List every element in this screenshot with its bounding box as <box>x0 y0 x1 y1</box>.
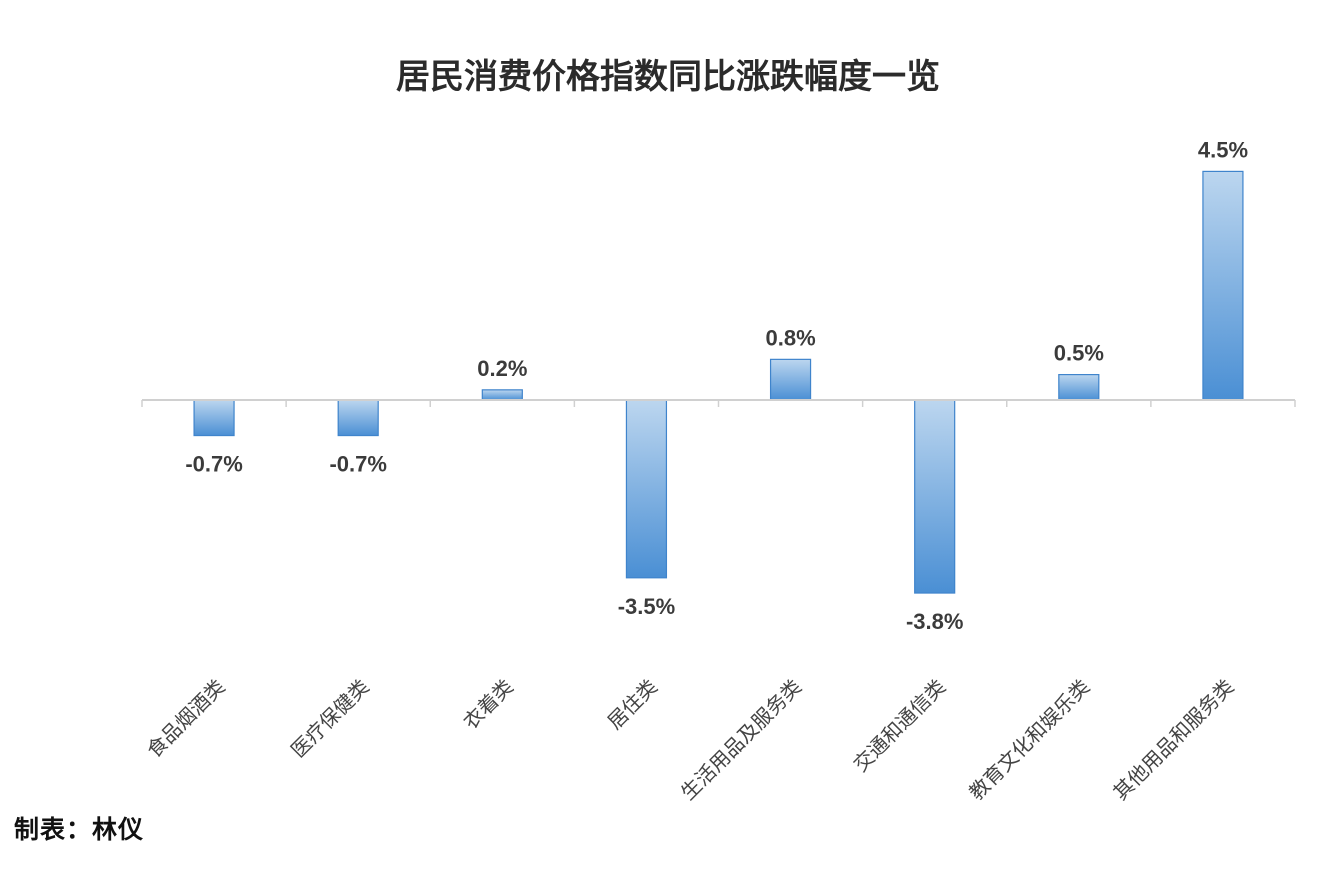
bar-value-label-8: 4.5% <box>1198 137 1248 162</box>
category-label-2: 医疗保健类 <box>286 675 374 763</box>
category-label-6: 交通和通信类 <box>848 675 950 777</box>
bar-8 <box>1202 170 1244 401</box>
value-labels-layer: -0.7% -0.7% 0.2% -3.5% 0.8% -3.8% 0.5% 4.5% <box>185 137 1248 634</box>
chart-credit: 制表：林仪 <box>14 815 145 844</box>
category-label-1: 食品烟酒类 <box>142 675 230 763</box>
bar-value-label-3: 0.2% <box>477 356 527 381</box>
bar-5 <box>769 358 812 401</box>
bar-value-label-1: -0.7% <box>185 452 242 477</box>
category-label-5: 生活用品及服务类 <box>676 675 806 805</box>
bar-4 <box>625 399 668 579</box>
category-label-3: 衣着类 <box>458 675 517 734</box>
bar-value-label-7: 0.5% <box>1054 341 1104 366</box>
bar-value-label-2: -0.7% <box>329 452 386 477</box>
category-label-7: 教育文化和娱乐类 <box>964 675 1094 805</box>
bar-value-label-6: -3.8% <box>906 609 963 634</box>
bar-3 <box>481 389 523 401</box>
category-label-4: 居住类 <box>603 675 662 734</box>
bar-2 <box>337 399 379 437</box>
bar-7 <box>1058 374 1100 401</box>
chart-title: 居民消费价格指数同比涨跌幅度一览 <box>396 57 940 97</box>
bars-layer <box>193 170 1244 594</box>
category-labels-layer: 食品烟酒类 医疗保健类 衣着类 居住类 生活用品及服务类 交通和通信类 教育文化和娱乐类 其他… <box>142 675 1239 805</box>
axis-layer <box>141 399 1296 407</box>
category-label-8: 其他用品和服务类 <box>1108 675 1238 805</box>
bar-6 <box>914 399 956 594</box>
bar-value-label-4: -3.5% <box>618 594 675 619</box>
bar-1 <box>193 399 235 437</box>
bar-value-label-5: 0.8% <box>765 325 815 350</box>
